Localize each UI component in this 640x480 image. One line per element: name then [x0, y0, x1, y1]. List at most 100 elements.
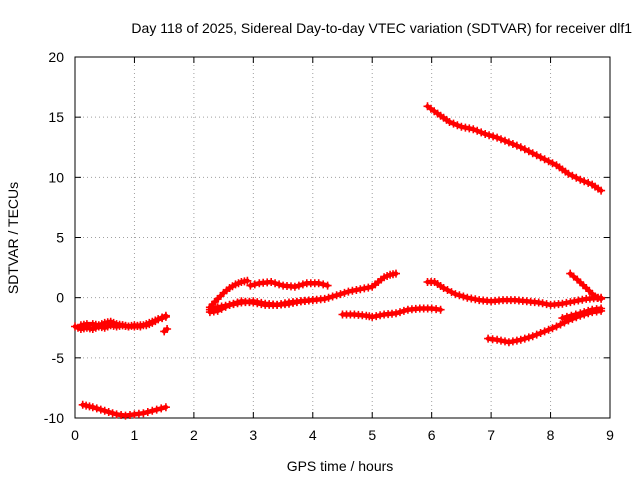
y-tick-label: -10 [44, 410, 64, 426]
data-point [597, 186, 606, 195]
data-point [536, 329, 545, 337]
data-point [562, 312, 571, 321]
data-point [548, 324, 557, 333]
data-point [356, 285, 365, 294]
data-point [298, 280, 307, 289]
data-point [449, 119, 458, 128]
y-tick-label: 15 [48, 109, 64, 125]
data-point [497, 135, 505, 144]
data-point [253, 299, 262, 308]
satellite-track-10 [423, 102, 606, 195]
data-point [493, 133, 502, 142]
data-point [501, 136, 509, 145]
data-point [558, 299, 567, 308]
data-point [161, 403, 170, 412]
satellite-track-6 [205, 269, 400, 314]
data-point [532, 330, 541, 339]
data-point [512, 141, 521, 150]
data-point [148, 406, 157, 415]
data-point [161, 311, 170, 320]
data-point [445, 118, 454, 126]
data-point [320, 294, 329, 303]
data-point [576, 309, 585, 318]
data-point [336, 290, 345, 299]
satellite-track-3 [160, 325, 172, 336]
data-point [436, 305, 445, 314]
x-tick-label: 9 [606, 427, 614, 443]
data-point [453, 121, 462, 130]
data-point [392, 269, 400, 278]
data-point [225, 300, 234, 309]
data-point [477, 128, 486, 137]
satellite-track-14 [558, 304, 606, 323]
data-point [508, 140, 517, 148]
data-point [528, 332, 537, 341]
data-point [158, 313, 167, 322]
y-tick-label: -5 [52, 350, 65, 366]
data-point [469, 125, 478, 134]
data-point [319, 280, 328, 289]
data-point [340, 288, 349, 297]
data-point [392, 309, 400, 318]
satellite-track-13 [566, 269, 606, 303]
data-point [576, 175, 585, 184]
data-point [323, 281, 332, 290]
x-tick-label: 6 [428, 427, 436, 443]
data-point [504, 138, 513, 147]
data-point [489, 132, 498, 141]
satellite-track-8 [246, 278, 332, 291]
data-point [96, 405, 105, 414]
data-point [246, 281, 255, 290]
data-point [540, 327, 549, 336]
y-tick-label: 0 [56, 290, 64, 306]
x-tick-label: 3 [249, 427, 257, 443]
data-point [250, 280, 259, 289]
data-point [285, 299, 293, 308]
x-tick-label: 1 [131, 427, 139, 443]
data-point [332, 291, 341, 300]
data-point [471, 295, 480, 304]
data-point [473, 126, 482, 135]
data-point [328, 292, 337, 301]
data-point [399, 306, 408, 315]
data-point [88, 403, 97, 412]
data-point [163, 325, 172, 333]
data-point [501, 337, 509, 346]
data-point [143, 408, 152, 416]
data-point [578, 295, 587, 304]
data-point [566, 298, 575, 307]
data-point [485, 131, 494, 140]
data-point [481, 130, 490, 138]
data-point [233, 298, 242, 307]
y-tick-label: 10 [48, 169, 64, 185]
x-tick-label: 7 [487, 427, 495, 443]
data-point [154, 315, 163, 324]
data-point [229, 299, 238, 308]
data-point [294, 281, 303, 290]
data-point [544, 325, 553, 334]
data-point [108, 409, 117, 418]
satellite-track-2 [76, 311, 170, 331]
y-tick-label: 5 [56, 230, 64, 246]
x-tick-label: 8 [547, 427, 555, 443]
x-tick-label: 2 [190, 427, 198, 443]
data-point [324, 293, 333, 302]
data-point [584, 306, 593, 315]
data-point [571, 310, 580, 319]
data-point [504, 338, 513, 347]
data-point [451, 290, 460, 299]
x-tick-label: 4 [309, 427, 317, 443]
data-point [567, 311, 576, 320]
data-point [243, 276, 252, 285]
satellite-track-9 [338, 304, 445, 321]
data-point [364, 283, 373, 292]
satellite-track-4 [78, 400, 170, 420]
axis-ticks: 0 1 2 3 4 5 6 7 8 9 -10 -5 0 5 10 15 20 [44, 49, 614, 443]
data-point [493, 335, 502, 344]
data-point [512, 336, 521, 345]
data-point [139, 409, 148, 418]
data-point [597, 294, 606, 303]
data-point [584, 178, 593, 187]
data-point [558, 314, 567, 323]
